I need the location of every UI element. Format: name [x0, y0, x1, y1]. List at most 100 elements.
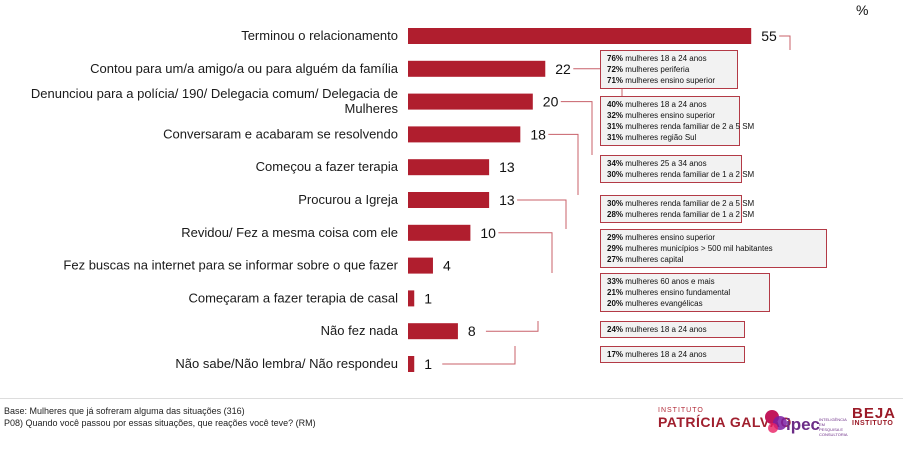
- bar-7: [408, 257, 433, 274]
- connector-2: [560, 101, 593, 155]
- annotation-text: mulheres ensino superior: [623, 233, 716, 242]
- ipec-word: ipec: [786, 415, 821, 434]
- annotation-box-9: 24% mulheres 18 a 24 anos: [600, 321, 745, 338]
- annotation-text: mulheres renda familiar de 1 a 2 SM: [623, 170, 755, 179]
- annotation-percent: 28%: [607, 210, 624, 219]
- annotation-percent: 30%: [607, 170, 624, 179]
- unit-percent-label: %: [856, 2, 868, 18]
- annotation-text: mulheres renda familiar de 1 a 2 SM: [623, 210, 755, 219]
- annotation-line: 29% mulheres ensino superior: [607, 232, 820, 243]
- annotation-line: 29% mulheres municípios > 500 mil habita…: [607, 243, 820, 254]
- bar-6: [408, 224, 471, 241]
- value-label-0: 55: [761, 28, 777, 44]
- ipec-subtitle: INTELIGÊNCIA EM PESQUISA E CONSULTORIA: [819, 417, 848, 437]
- bar-10: [408, 356, 415, 372]
- annotation-line: 20% mulheres evangélicas: [607, 298, 763, 309]
- connector-6: [498, 232, 553, 273]
- annotation-text: mulheres 18 a 24 anos: [623, 100, 707, 109]
- value-label-3: 18: [530, 126, 546, 142]
- annotation-line: 27% mulheres capital: [607, 254, 820, 265]
- connector-0: [779, 35, 791, 50]
- annotation-text: mulheres região Sul: [623, 133, 697, 142]
- annotation-text: mulheres evangélicas: [623, 299, 703, 308]
- annotation-line: 31% mulheres renda familiar de 2 a 5 SM: [607, 121, 754, 132]
- annotation-percent: 29%: [607, 233, 624, 242]
- category-label-7: Fez buscas na internet para se informar …: [63, 258, 398, 273]
- bars-group: [408, 28, 752, 372]
- annotation-line: 72% mulheres periferia: [607, 64, 731, 75]
- annotation-text: mulheres 18 a 24 anos: [623, 350, 707, 359]
- annotation-percent: 71%: [607, 76, 624, 85]
- annotation-line: 28% mulheres renda familiar de 1 a 2 SM: [607, 209, 754, 220]
- base-note: Base: Mulheres que já sofreram alguma da…: [4, 406, 245, 416]
- category-label-3: Conversaram e acabaram se resolvendo: [163, 126, 398, 141]
- annotation-text: mulheres municípios > 500 mil habitantes: [623, 244, 773, 253]
- connector-3: [548, 133, 579, 195]
- annotation-percent: 24%: [607, 325, 624, 334]
- annotation-text: mulheres periferia: [623, 65, 690, 74]
- footer: Base: Mulheres que já sofreram alguma da…: [0, 398, 903, 454]
- annotation-text: mulheres capital: [623, 255, 684, 264]
- value-label-10: 1: [424, 356, 432, 372]
- annotation-line: 71% mulheres ensino superior: [607, 75, 731, 86]
- bar-3: [408, 126, 521, 143]
- category-label-8: Começaram a fazer terapia de casal: [188, 290, 398, 305]
- annotation-text: mulheres renda familiar de 2 a 5 SM: [623, 199, 755, 208]
- annotation-line: 17% mulheres 18 a 24 anos: [607, 349, 738, 360]
- annotation-box-5: 29% mulheres ensino superior 29% mulheres…: [600, 229, 827, 268]
- value-label-4: 13: [499, 159, 515, 175]
- annotation-text: mulheres 18 a 24 anos: [623, 325, 707, 334]
- annotation-connectors: [442, 35, 791, 365]
- annotation-text: mulheres ensino superior: [623, 111, 716, 120]
- question-note: P08) Quando você passou por essas situaç…: [4, 418, 316, 428]
- beja-instituto: INSTITUTO: [852, 420, 894, 427]
- annotation-line: 21% mulheres ensino fundamental: [607, 287, 763, 298]
- category-label-0: Terminou o relacionamento: [241, 28, 398, 43]
- annotation-percent: 33%: [607, 277, 624, 286]
- connector-9: [485, 321, 539, 332]
- annotation-line: 30% mulheres renda familiar de 1 a 2 SM: [607, 169, 754, 180]
- annotation-line: 33% mulheres 60 anos e mais: [607, 276, 763, 287]
- category-label-2-line-1: Mulheres: [345, 101, 399, 116]
- connector-5: [517, 199, 567, 229]
- annotation-box-3: 30% mulheres renda familiar de 2 a 5 SM 2…: [600, 195, 754, 223]
- connector-10: [442, 346, 516, 365]
- annotation-percent: 17%: [607, 350, 624, 359]
- bar-9: [408, 323, 458, 340]
- annotation-line: 24% mulheres 18 a 24 anos: [607, 324, 738, 335]
- annotation-percent: 27%: [607, 255, 624, 264]
- annotation-percent: 31%: [607, 122, 624, 131]
- category-label-10: Não sabe/Não lembra/ Não respondeu: [175, 356, 398, 371]
- annotation-line: 30% mulheres renda familiar de 2 a 5 SM: [607, 198, 754, 209]
- bar-8: [408, 290, 415, 307]
- annotation-percent: 40%: [607, 100, 624, 109]
- annotation-box-2: 34% mulheres 25 a 34 anos 30% mulheres re…: [600, 155, 754, 183]
- category-label-2-line-0: Denunciou para a polícia/ 190/ Delegacia…: [31, 86, 398, 101]
- category-label-1: Contou para um/a amigo/a ou para alguém …: [90, 61, 399, 76]
- bar-4: [408, 159, 490, 176]
- value-label-9: 8: [468, 323, 476, 339]
- annotation-line: 76% mulheres 18 a 24 anos: [607, 53, 731, 64]
- category-label-9: Não fez nada: [321, 323, 399, 338]
- category-label-4: Começou a fazer terapia: [256, 159, 399, 174]
- annotation-percent: 76%: [607, 54, 624, 63]
- annotation-percent: 32%: [607, 111, 624, 120]
- annotation-line: 32% mulheres ensino superior: [607, 110, 733, 121]
- bar-chart: % Terminou o relacionamento Contou para u…: [31, 2, 868, 372]
- ipec-emblem-icon: [765, 410, 787, 433]
- annotation-percent: 21%: [607, 288, 624, 297]
- value-label-2: 20: [543, 94, 559, 110]
- category-labels: Terminou o relacionamento Contou para um/…: [31, 28, 399, 371]
- annotation-percent: 20%: [607, 299, 624, 308]
- value-label-7: 4: [443, 258, 451, 274]
- category-label-5: Procurou a Igreja: [298, 192, 398, 207]
- value-label-8: 1: [424, 290, 432, 306]
- annotation-box-0: 76% mulheres 18 a 24 anos 72% mulheres pe…: [600, 50, 738, 89]
- bar-0: [408, 28, 752, 44]
- patricia-galvao-logo: INSTITUTO PATRÍCIA GALVÃO: [658, 407, 792, 430]
- annotation-text: mulheres 18 a 24 anos: [623, 54, 707, 63]
- annotation-text: mulheres 60 anos e mais: [623, 277, 715, 286]
- annotation-text: mulheres 25 a 34 anos: [623, 159, 707, 168]
- bar-1: [408, 60, 546, 77]
